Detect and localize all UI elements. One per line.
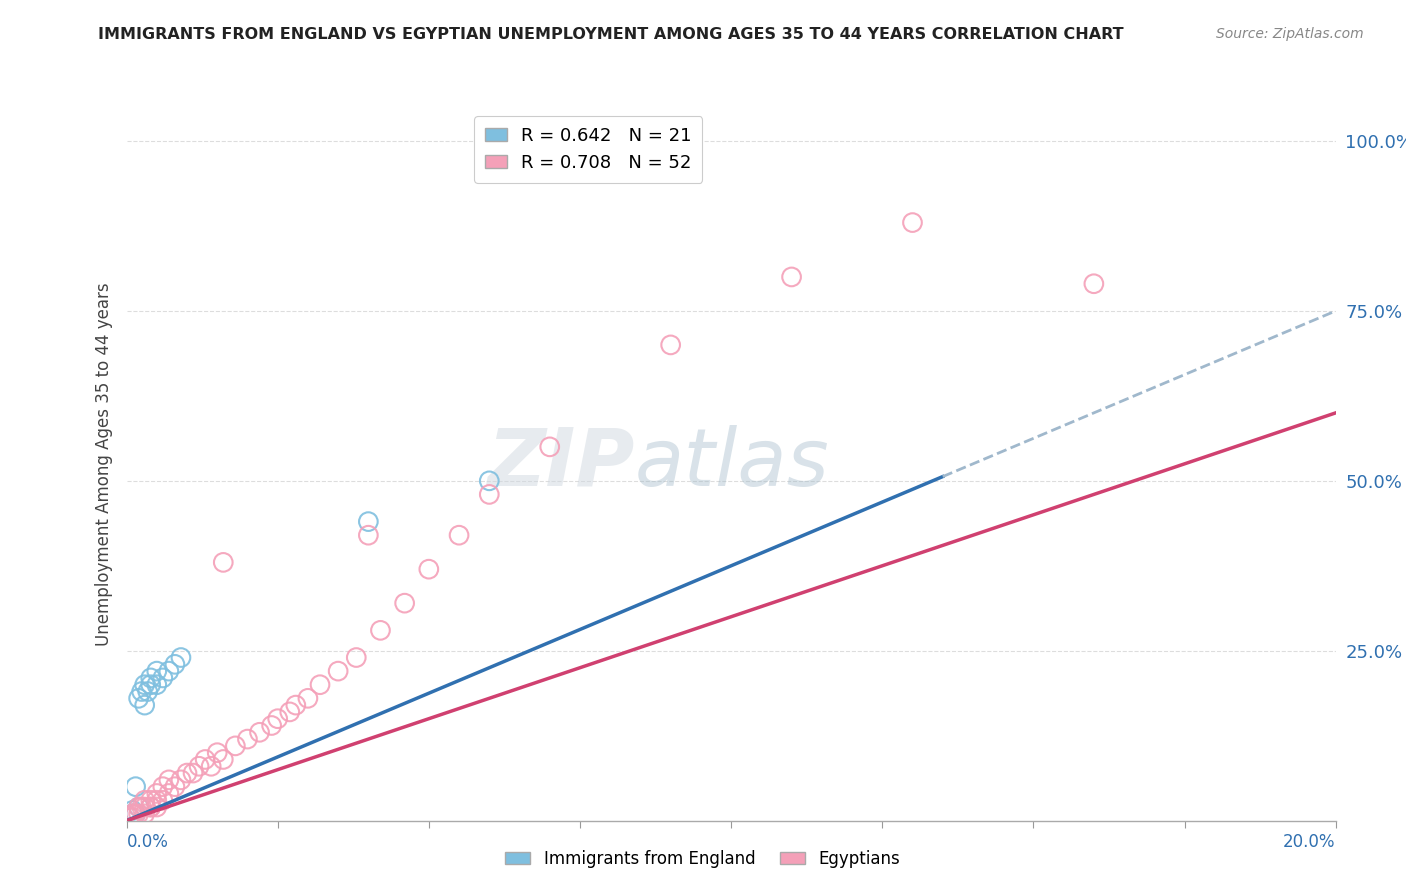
- Point: [157, 772, 180, 787]
- Point: [267, 712, 290, 726]
- Point: [146, 800, 169, 814]
- Point: [118, 810, 141, 824]
- Point: [131, 684, 153, 698]
- Point: [170, 650, 193, 665]
- Text: IMMIGRANTS FROM ENGLAND VS EGYPTIAN UNEMPLOYMENT AMONG AGES 35 TO 44 YEARS CORRE: IMMIGRANTS FROM ENGLAND VS EGYPTIAN UNEM…: [98, 27, 1123, 42]
- Point: [212, 752, 235, 766]
- Point: [139, 678, 162, 692]
- Text: Source: ZipAtlas.com: Source: ZipAtlas.com: [1216, 27, 1364, 41]
- Point: [134, 698, 156, 712]
- Point: [121, 804, 143, 818]
- Y-axis label: Unemployment Among Ages 35 to 44 years: Unemployment Among Ages 35 to 44 years: [94, 282, 112, 646]
- Point: [176, 766, 198, 780]
- Point: [124, 780, 146, 794]
- Point: [478, 487, 501, 501]
- Point: [297, 691, 319, 706]
- Point: [538, 440, 561, 454]
- Point: [170, 772, 193, 787]
- Point: [136, 684, 159, 698]
- Point: [357, 515, 380, 529]
- Point: [370, 624, 392, 638]
- Point: [139, 671, 162, 685]
- Legend: R = 0.642   N = 21, R = 0.708   N = 52: R = 0.642 N = 21, R = 0.708 N = 52: [474, 116, 703, 183]
- Point: [146, 787, 169, 801]
- Point: [139, 800, 162, 814]
- Point: [344, 650, 367, 665]
- Point: [131, 800, 153, 814]
- Point: [260, 718, 283, 732]
- Point: [118, 810, 141, 824]
- Point: [128, 806, 150, 821]
- Point: [181, 766, 204, 780]
- Point: [134, 793, 156, 807]
- Point: [163, 657, 186, 672]
- Text: atlas: atlas: [634, 425, 830, 503]
- Point: [146, 664, 169, 678]
- Point: [128, 800, 150, 814]
- Point: [128, 691, 150, 706]
- Point: [157, 787, 180, 801]
- Point: [394, 596, 416, 610]
- Point: [134, 806, 156, 821]
- Point: [134, 678, 156, 692]
- Point: [236, 732, 259, 747]
- Point: [163, 780, 186, 794]
- Point: [659, 338, 682, 352]
- Point: [205, 746, 228, 760]
- Point: [284, 698, 307, 712]
- Point: [478, 474, 501, 488]
- Point: [901, 216, 924, 230]
- Point: [121, 810, 143, 824]
- Text: ZIP: ZIP: [486, 425, 634, 503]
- Point: [309, 678, 332, 692]
- Point: [157, 664, 180, 678]
- Point: [121, 806, 143, 821]
- Point: [146, 793, 169, 807]
- Text: 0.0%: 0.0%: [127, 833, 169, 851]
- Point: [152, 671, 174, 685]
- Point: [212, 555, 235, 569]
- Point: [128, 800, 150, 814]
- Point: [121, 806, 143, 821]
- Point: [357, 528, 380, 542]
- Point: [200, 759, 222, 773]
- Point: [326, 664, 350, 678]
- Point: [1083, 277, 1105, 291]
- Point: [194, 752, 217, 766]
- Point: [124, 806, 146, 821]
- Point: [152, 780, 174, 794]
- Text: 20.0%: 20.0%: [1284, 833, 1336, 851]
- Point: [188, 759, 211, 773]
- Point: [134, 800, 156, 814]
- Legend: Immigrants from England, Egyptians: Immigrants from England, Egyptians: [499, 844, 907, 875]
- Point: [152, 793, 174, 807]
- Point: [146, 678, 169, 692]
- Point: [780, 269, 803, 284]
- Point: [139, 800, 162, 814]
- Point: [278, 705, 301, 719]
- Point: [224, 739, 246, 753]
- Point: [139, 793, 162, 807]
- Point: [447, 528, 470, 542]
- Point: [124, 806, 146, 821]
- Point: [249, 725, 271, 739]
- Point: [418, 562, 440, 576]
